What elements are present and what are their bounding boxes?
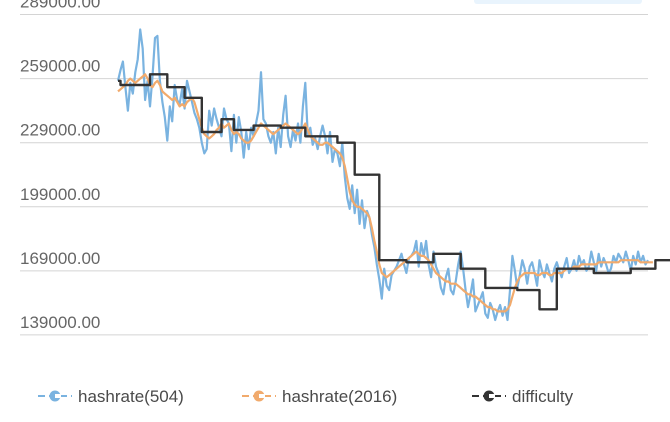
series-line-hashrate-504- — [116, 28, 649, 322]
y-axis-ticks: 289000.00 259000.00 229000.00 199000.00 1690… — [20, 0, 100, 332]
legend-label: hashrate(504) — [78, 387, 184, 406]
legend-item[interactable]: difficulty — [472, 387, 574, 406]
y-tick-label: 169000.00 — [20, 249, 100, 268]
top-tab-indicator — [474, 0, 642, 4]
series-line-hashrate-2016- — [117, 73, 653, 313]
legend-label: difficulty — [512, 387, 574, 406]
legend-marker-notch — [55, 394, 61, 398]
series-line-difficulty — [118, 73, 670, 311]
grid-layer — [20, 14, 648, 336]
y-tick-label: 199000.00 — [20, 185, 100, 204]
series-layer — [116, 28, 670, 322]
legend-label: hashrate(2016) — [282, 387, 397, 406]
legend: hashrate(504) hashrate(2016) difficulty — [38, 387, 574, 406]
y-tick-label: 139000.00 — [20, 313, 100, 332]
legend-marker-notch — [489, 394, 495, 398]
y-tick-label: 259000.00 — [20, 57, 100, 76]
y-tick-label: 229000.00 — [20, 121, 100, 140]
y-tick-label: 289000.00 — [20, 0, 100, 12]
legend-item[interactable]: hashrate(2016) — [242, 387, 397, 406]
legend-item[interactable]: hashrate(504) — [38, 387, 184, 406]
legend-marker-notch — [259, 394, 265, 398]
